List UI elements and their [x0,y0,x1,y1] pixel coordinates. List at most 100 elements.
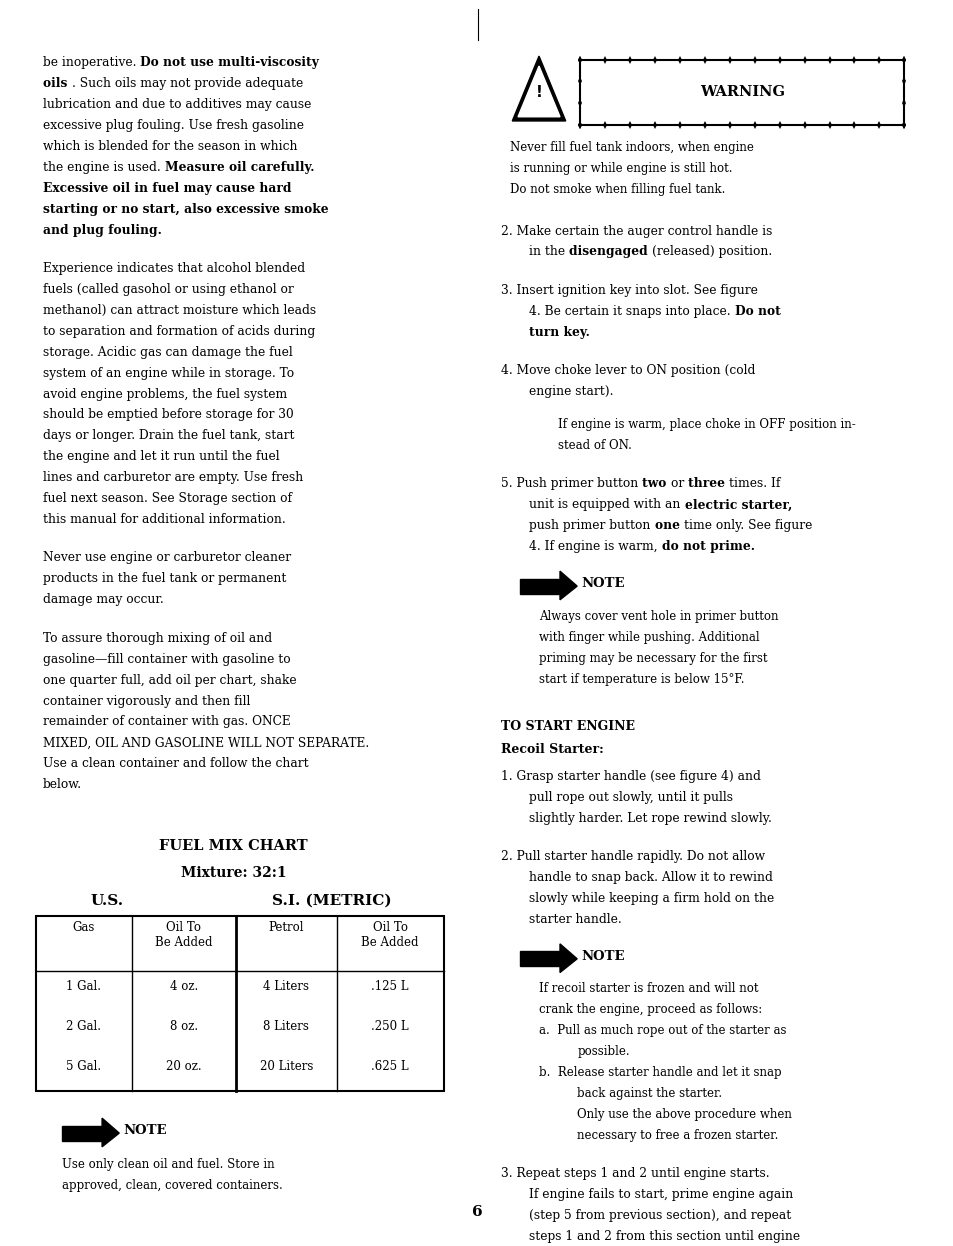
Polygon shape [512,56,565,121]
Text: the engine is used.: the engine is used. [43,161,164,173]
Text: . Such oils may not provide adequate: . Such oils may not provide adequate [71,77,302,90]
Text: three: three [687,477,728,491]
Text: Never fill fuel tank indoors, when engine: Never fill fuel tank indoors, when engin… [510,141,754,153]
Text: in the: in the [529,245,569,258]
Text: Mixture: 32:1: Mixture: 32:1 [181,866,286,881]
Text: damage may occur.: damage may occur. [43,593,164,607]
Text: engine start).: engine start). [529,385,614,397]
Text: (step 5 from previous section), and repeat: (step 5 from previous section), and repe… [529,1210,791,1222]
Text: excessive plug fouling. Use fresh gasoline: excessive plug fouling. Use fresh gasoli… [43,118,304,132]
Text: times. If: times. If [728,477,780,491]
Text: pull rope out slowly, until it pulls: pull rope out slowly, until it pulls [529,791,733,804]
Text: Only use the above procedure when: Only use the above procedure when [577,1108,791,1121]
Text: this manual for additional information.: this manual for additional information. [43,513,285,526]
Text: storage. Acidic gas can damage the fuel: storage. Acidic gas can damage the fuel [43,345,293,359]
Text: .250 L: .250 L [371,1019,409,1033]
Text: handle to snap back. Allow it to rewind: handle to snap back. Allow it to rewind [529,871,773,885]
Text: and plug fouling.: and plug fouling. [43,223,162,237]
Text: push primer button: push primer button [529,520,654,532]
Text: steps 1 and 2 from this section until engine: steps 1 and 2 from this section until en… [529,1230,800,1244]
Text: 5 Gal.: 5 Gal. [67,1059,101,1073]
Text: system of an engine while in storage. To: system of an engine while in storage. To [43,366,294,380]
Text: methanol) can attract moisture which leads: methanol) can attract moisture which lea… [43,304,315,316]
Bar [519,952,559,967]
Text: turn key.: turn key. [529,325,590,339]
Text: time only. See figure: time only. See figure [683,520,812,532]
Text: !: ! [535,85,542,100]
Text: 20 Liters: 20 Liters [259,1059,313,1073]
Text: .625 L: .625 L [371,1059,409,1073]
Text: Oil To
Be Added: Oil To Be Added [361,921,418,949]
Text: Excessive oil in fuel may cause hard: Excessive oil in fuel may cause hard [43,182,291,194]
Text: electric starter,: electric starter, [684,498,791,511]
Text: Do not: Do not [734,305,780,318]
Text: Oil To
Be Added: Oil To Be Added [154,921,213,949]
Text: gasoline—fill container with gasoline to: gasoline—fill container with gasoline to [43,653,291,665]
Polygon shape [559,571,577,599]
Text: 3. Insert ignition key into slot. See figure: 3. Insert ignition key into slot. See fi… [500,284,757,297]
Text: to separation and formation of acids during: to separation and formation of acids dur… [43,325,314,338]
Text: products in the fuel tank or permanent: products in the fuel tank or permanent [43,572,286,586]
Text: Do not use multi-viscosity: Do not use multi-viscosity [140,56,319,69]
Text: one: one [654,520,683,532]
Text: 8 oz.: 8 oz. [170,1019,197,1033]
Text: two: two [641,477,670,491]
Text: a.  Pull as much rope out of the starter as: a. Pull as much rope out of the starter … [538,1024,785,1038]
Text: Use only clean oil and fuel. Store in: Use only clean oil and fuel. Store in [62,1158,274,1171]
Text: MIXED, OIL AND GASOLINE WILL NOT SEPARATE.: MIXED, OIL AND GASOLINE WILL NOT SEPARAT… [43,736,369,749]
Text: 20 oz.: 20 oz. [166,1059,201,1073]
Text: 2 Gal.: 2 Gal. [67,1019,101,1033]
Text: should be emptied before storage for 30: should be emptied before storage for 30 [43,409,294,421]
Text: the engine and let it run until the fuel: the engine and let it run until the fuel [43,450,279,464]
Text: with finger while pushing. Additional: with finger while pushing. Additional [538,630,759,644]
Text: necessary to free a frozen starter.: necessary to free a frozen starter. [577,1129,778,1143]
Text: possible.: possible. [577,1045,629,1058]
Text: priming may be necessary for the first: priming may be necessary for the first [538,652,767,664]
Text: Measure oil carefully.: Measure oil carefully. [164,161,314,173]
Text: 4 Liters: 4 Liters [263,979,309,993]
Text: 4. Be certain it snaps into place.: 4. Be certain it snaps into place. [529,305,734,318]
Text: FUEL MIX CHART: FUEL MIX CHART [159,839,308,854]
Bar [579,60,903,125]
Text: 2. Pull starter handle rapidly. Do not allow: 2. Pull starter handle rapidly. Do not a… [500,850,764,863]
Text: crank the engine, proceed as follows:: crank the engine, proceed as follows: [538,1003,761,1017]
Polygon shape [559,944,577,973]
Text: Experience indicates that alcohol blended: Experience indicates that alcohol blende… [43,262,305,275]
Text: If engine is warm, place choke in OFF position in-: If engine is warm, place choke in OFF po… [558,419,855,431]
Text: disengaged: disengaged [569,245,652,258]
Text: lubrication and due to additives may cause: lubrication and due to additives may cau… [43,98,311,111]
Text: lines and carburetor are empty. Use fresh: lines and carburetor are empty. Use fres… [43,471,303,485]
Text: WARNING: WARNING [699,85,784,100]
Text: 4 oz.: 4 oz. [170,979,197,993]
Text: 4. If engine is warm,: 4. If engine is warm, [529,541,661,553]
Text: (released) position.: (released) position. [652,245,772,258]
Text: Do not smoke when filling fuel tank.: Do not smoke when filling fuel tank. [510,183,725,196]
Text: 4. Move choke lever to ON position (cold: 4. Move choke lever to ON position (cold [500,364,755,378]
Text: Recoil Starter:: Recoil Starter: [500,743,603,756]
Bar [62,1125,102,1140]
Text: stead of ON.: stead of ON. [558,439,631,452]
Text: b.  Release starter handle and let it snap: b. Release starter handle and let it sna… [538,1067,781,1079]
Text: starter handle.: starter handle. [529,913,621,926]
Text: oils: oils [43,77,71,90]
Text: 2. Make certain the auger control handle is: 2. Make certain the auger control handle… [500,224,771,238]
Text: To assure thorough mixing of oil and: To assure thorough mixing of oil and [43,632,272,644]
Text: Always cover vent hole in primer button: Always cover vent hole in primer button [538,609,778,623]
Text: Gas: Gas [72,921,95,934]
Text: .125 L: .125 L [371,979,409,993]
Text: is running or while engine is still hot.: is running or while engine is still hot. [510,162,732,174]
Text: unit is equipped with an: unit is equipped with an [529,498,684,511]
Text: back against the starter.: back against the starter. [577,1088,721,1100]
Text: approved, clean, covered containers.: approved, clean, covered containers. [62,1179,282,1192]
Text: slightly harder. Let rope rewind slowly.: slightly harder. Let rope rewind slowly. [529,812,772,825]
Text: 6: 6 [471,1205,482,1219]
Text: If recoil starter is frozen and will not: If recoil starter is frozen and will not [538,983,758,996]
Text: fuels (called gasohol or using ethanol or: fuels (called gasohol or using ethanol o… [43,283,294,295]
Text: TO START ENGINE: TO START ENGINE [500,720,634,733]
Text: which is blended for the season in which: which is blended for the season in which [43,140,297,153]
Text: 3. Repeat steps 1 and 2 until engine starts.: 3. Repeat steps 1 and 2 until engine sta… [500,1168,769,1180]
Text: Never use engine or carburetor cleaner: Never use engine or carburetor cleaner [43,552,291,564]
Text: days or longer. Drain the fuel tank, start: days or longer. Drain the fuel tank, sta… [43,430,294,442]
Text: S.I. (METRIC): S.I. (METRIC) [272,893,391,908]
Polygon shape [102,1118,119,1146]
